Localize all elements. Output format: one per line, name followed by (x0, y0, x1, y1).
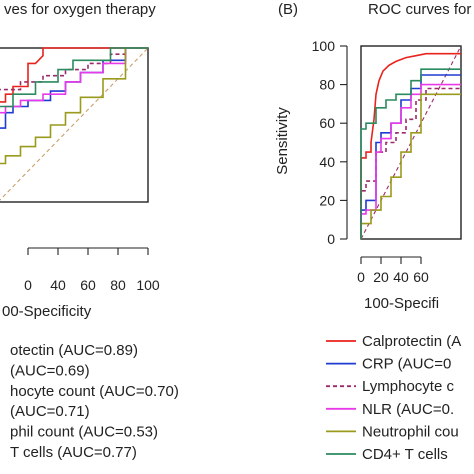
panel-2-legend-entry: Neutrophil cou (362, 423, 459, 440)
panel-2-y-tick-label: 0 (327, 231, 335, 247)
panel-2-x-tick-label: 40 (393, 269, 409, 285)
panel-1-legend-entry: phil count (AUC=0.53) (10, 424, 158, 441)
panel-1-series-calprotectin (0, 47, 148, 103)
panel-2-legend-entry: NLR (AUC=0. (362, 401, 454, 418)
panel-2-title: ROC curves for (368, 1, 471, 18)
panel-1-x-tick-label: 40 (50, 277, 66, 293)
panel-2-y-tick-label: 60 (319, 115, 335, 131)
panel-1-legend-entry: hocyte count (AUC=0.70) (10, 383, 179, 400)
panel-2-series-nlr (360, 83, 461, 239)
panel-1-x-tick-label: 100 (136, 277, 160, 293)
panel-1-title: ves for oxygen therapy (4, 1, 156, 18)
panel-2-y-tick-label: 40 (319, 154, 335, 170)
panel-1-series-nlr (0, 47, 148, 114)
panel-2-legend-entry: Calprotectin (A (362, 333, 461, 350)
panel-2-x-tick-label: 20 (373, 269, 389, 285)
panel-1-x-tick-label: 0 (24, 277, 32, 293)
panel-1-x-axis-label: 00-Specificity (2, 303, 92, 320)
panel-2-legend-entry: Lymphocyte c (362, 378, 454, 395)
panel-2-y-tick-label: 20 (319, 192, 335, 208)
panel-2-series-neutrophil-count (360, 93, 461, 239)
panel-2-y-axis-label: Sensitivity (274, 107, 291, 175)
panel-2-series-cd4-t-cells (360, 68, 461, 239)
panel-2-x-tick-label: 0 (357, 269, 365, 285)
panel-1-x-tick-label: 80 (110, 277, 126, 293)
panel-1-legend-entry: otectin (AUC=0.89) (10, 342, 138, 359)
panel-1-legend-entry: (AUC=0.69) (10, 362, 90, 379)
panel-1-legend-entry: (AUC=0.71) (10, 403, 90, 420)
panel-1-reference-line (0, 47, 149, 201)
panel-2-legend-entry: CRP (AUC=0 (362, 356, 451, 373)
panel-1-legend-entry: T cells (AUC=0.77) (10, 444, 137, 461)
panel-2-x-tick-label: 60 (413, 269, 429, 285)
panel-2-x-axis-label: 100-Specifi (364, 295, 439, 312)
panel-2-y-tick-label: 80 (319, 77, 335, 93)
panel-2-y-tick-label: 100 (312, 38, 336, 54)
panel-2-legend-entry: CD4+ T cells (362, 446, 448, 463)
panel-1-x-tick-label: 60 (80, 277, 96, 293)
panel-2-panel-label: (B) (278, 1, 298, 18)
panel-1-series-cd4-t-cells (0, 47, 148, 108)
panel-2-series-calprotectin (360, 52, 461, 239)
panel-1-series-neutrophil-count (0, 47, 148, 165)
panel-2-series-lymphocyte-count (360, 87, 461, 239)
